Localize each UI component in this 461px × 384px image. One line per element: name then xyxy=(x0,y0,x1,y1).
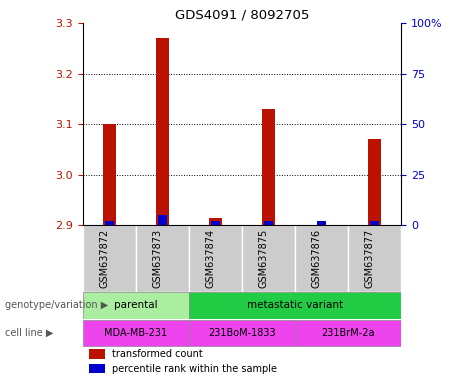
Bar xyxy=(368,139,381,225)
Bar xyxy=(209,218,222,225)
Bar xyxy=(83,225,136,292)
Text: metastatic variant: metastatic variant xyxy=(247,301,343,311)
Text: MDA-MB-231: MDA-MB-231 xyxy=(105,328,167,338)
Text: cell line ▶: cell line ▶ xyxy=(5,328,53,338)
Bar xyxy=(83,320,189,346)
Bar xyxy=(156,38,169,225)
Bar xyxy=(189,225,242,292)
Bar xyxy=(189,320,295,346)
Text: GSM637877: GSM637877 xyxy=(365,229,374,288)
Bar xyxy=(89,349,105,359)
Title: GDS4091 / 8092705: GDS4091 / 8092705 xyxy=(175,9,309,22)
Bar xyxy=(317,222,326,225)
Bar xyxy=(136,225,189,292)
Bar xyxy=(348,225,401,292)
Bar xyxy=(264,222,273,225)
Text: percentile rank within the sample: percentile rank within the sample xyxy=(112,364,277,374)
Bar xyxy=(211,222,220,225)
Text: parental: parental xyxy=(114,301,158,311)
Bar xyxy=(83,292,189,319)
Text: genotype/variation ▶: genotype/variation ▶ xyxy=(5,301,108,311)
Text: GSM637875: GSM637875 xyxy=(259,229,268,288)
Text: GSM637873: GSM637873 xyxy=(153,229,162,288)
Bar xyxy=(103,124,116,225)
Text: GSM637876: GSM637876 xyxy=(312,229,321,288)
Bar xyxy=(295,320,401,346)
Bar xyxy=(89,364,105,373)
Bar xyxy=(242,225,295,292)
Bar xyxy=(105,222,114,225)
Bar xyxy=(295,225,348,292)
Text: GSM637874: GSM637874 xyxy=(206,229,215,288)
Bar xyxy=(370,222,379,225)
Bar xyxy=(189,292,401,319)
Text: 231BrM-2a: 231BrM-2a xyxy=(321,328,375,338)
Text: 231BoM-1833: 231BoM-1833 xyxy=(208,328,276,338)
Bar xyxy=(262,109,275,225)
Text: GSM637872: GSM637872 xyxy=(100,229,109,288)
Text: transformed count: transformed count xyxy=(112,349,202,359)
Bar xyxy=(158,215,167,225)
